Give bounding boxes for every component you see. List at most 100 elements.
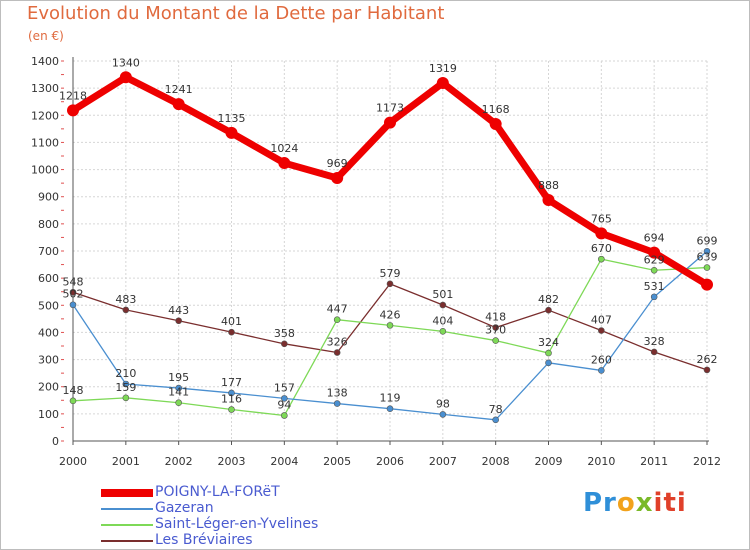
data-label-2: 639 [697, 251, 718, 264]
data-point-2 [228, 406, 235, 413]
data-point-3 [281, 340, 288, 348]
data-label-2: 447 [327, 303, 348, 316]
data-label-0: 888 [538, 179, 559, 192]
data-point-1 [703, 247, 711, 255]
logo-part-4: iti [653, 488, 687, 518]
data-label-0: 1135 [218, 112, 246, 125]
x-tick-label: 2000 [59, 455, 87, 468]
data-label-3: 501 [432, 288, 453, 301]
data-point-3 [228, 328, 235, 336]
x-tick-label: 2002 [165, 455, 193, 468]
legend-swatch-gazeran [101, 508, 153, 510]
logo-part-2: o [616, 488, 636, 518]
y-tick-label: 1000 [31, 164, 59, 177]
legend-swatch-poigny [101, 489, 153, 497]
x-tick-label: 2011 [640, 455, 668, 468]
logo-part-1: Pr [583, 488, 617, 518]
axes: 0 100 200 300 400 500 600 700 800 900 1000 1100 1200… [31, 55, 721, 468]
data-label-1: 98 [436, 397, 450, 410]
y-tick-label: 300 [38, 354, 59, 367]
data-label-3: 579 [380, 267, 401, 280]
data-label-3: 418 [485, 311, 506, 324]
legend-label-poigny: POIGNY-LA-FORëT [155, 484, 280, 500]
data-label-3: 401 [221, 315, 242, 328]
data-point-2 [492, 337, 499, 344]
y-tick-label: 600 [38, 272, 59, 285]
data-point-0 [384, 116, 396, 129]
data-label-1: 177 [221, 376, 242, 389]
y-tick-label: 0 [52, 435, 59, 448]
y-tick-label: 500 [38, 299, 59, 312]
data-label-1: 699 [697, 234, 718, 247]
data-point-0 [595, 227, 608, 240]
data-label-0: 1340 [112, 56, 140, 69]
legend-swatch-saint-leger [101, 524, 153, 526]
data-point-0 [119, 71, 132, 84]
data-point-0 [542, 193, 555, 206]
data-label-3: 483 [115, 293, 136, 306]
data-label-0: 1241 [165, 83, 193, 96]
x-tick-label: 2007 [429, 455, 457, 468]
data-point-2 [545, 349, 552, 357]
x-tick-label: 2001 [112, 455, 140, 468]
grid [72, 60, 708, 442]
y-tick-label: 100 [38, 408, 59, 421]
legend-item-gazeran: Gazeran [101, 500, 401, 517]
data-label-0: 1218 [59, 89, 87, 102]
legend-label-breviaires: Les Bréviaires [155, 532, 253, 548]
data-label-3: 407 [591, 314, 612, 327]
series [67, 71, 713, 424]
y-tick-label: 400 [38, 326, 59, 339]
data-point-0 [648, 246, 661, 259]
data-label-1: 138 [327, 387, 348, 400]
chart-subtitle: (en €) [28, 29, 64, 43]
data-label-0: 1173 [376, 102, 404, 115]
data-point-3 [439, 301, 447, 309]
legend-swatch-breviaires [101, 540, 153, 542]
data-label-1: 157 [274, 381, 295, 394]
x-tick-label: 2012 [693, 455, 721, 468]
data-label-0: 1024 [270, 142, 298, 155]
data-label-0: 1319 [429, 62, 457, 75]
data-point-0 [172, 98, 185, 111]
data-label-2: 629 [644, 253, 665, 266]
y-tick-label: 1300 [31, 82, 59, 95]
data-point-2 [703, 264, 711, 271]
x-tick-label: 2004 [270, 455, 298, 468]
y-tick-label: 200 [38, 381, 59, 394]
data-point-1 [175, 384, 182, 392]
legend-item-breviaires: Les Bréviaires [101, 532, 401, 549]
data-label-2: 116 [221, 393, 242, 406]
data-point-1 [439, 411, 447, 418]
data-label-3: 482 [538, 293, 559, 306]
data-point-1 [122, 380, 130, 388]
data-point-2 [333, 316, 341, 323]
data-point-1 [598, 367, 605, 374]
data-label-0: 969 [327, 157, 348, 170]
data-point-3 [122, 306, 130, 314]
data-point-1 [333, 400, 341, 407]
data-point-1 [281, 395, 288, 402]
data-point-2 [122, 394, 130, 402]
x-tick-label: 2010 [587, 455, 615, 468]
legend-label-gazeran: Gazeran [155, 500, 214, 516]
y-tick-label: 800 [38, 218, 59, 231]
y-tick-label: 700 [38, 245, 59, 258]
x-tick-label: 2003 [218, 455, 246, 468]
data-label-3: 328 [644, 335, 665, 348]
data-label-2: 670 [591, 242, 612, 255]
data-point-3 [69, 288, 77, 296]
y-tick-label: 900 [38, 191, 59, 204]
data-point-1 [228, 389, 235, 397]
data-point-2 [175, 399, 182, 407]
data-point-1 [386, 405, 394, 413]
y-tick-label: 1200 [31, 109, 59, 122]
data-point-3 [175, 317, 182, 325]
data-point-0 [225, 126, 238, 139]
data-label-3: 548 [63, 275, 84, 288]
data-label-3: 443 [168, 304, 189, 317]
data-point-0 [436, 76, 449, 89]
data-label-1: 78 [489, 403, 503, 416]
data-label-1: 502 [63, 288, 84, 301]
